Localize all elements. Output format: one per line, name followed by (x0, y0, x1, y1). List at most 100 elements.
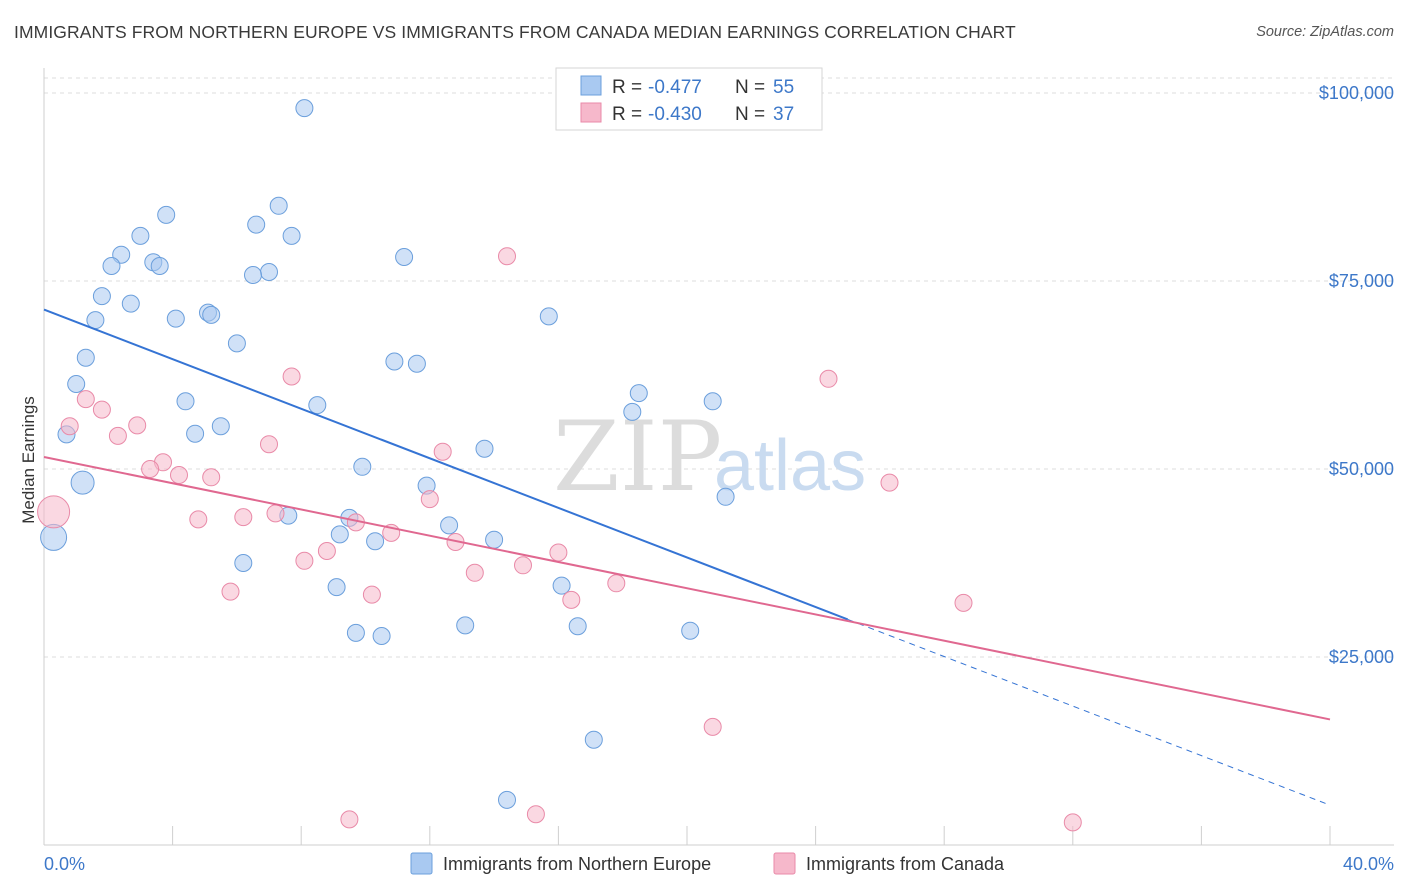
point-canada (170, 466, 188, 484)
point-canada (703, 717, 722, 736)
trend-line-northern-europe (43, 308, 849, 621)
point-northern-europe (92, 287, 111, 306)
point-northern-europe (346, 623, 365, 642)
point-canada (37, 495, 71, 529)
legend-n-label-2: N = (735, 104, 765, 125)
legend-n-value-2: 37 (773, 104, 794, 125)
point-northern-europe (629, 384, 648, 403)
point-northern-europe (121, 294, 140, 313)
point-northern-europe (372, 627, 391, 645)
point-northern-europe (353, 457, 372, 476)
trend-lines (43, 308, 1331, 806)
point-canada (317, 542, 336, 560)
legend-swatch-northern-europe (580, 75, 602, 96)
point-northern-europe (227, 334, 246, 353)
legend-r-label-1: R = (612, 77, 642, 98)
point-canada (465, 563, 484, 582)
point-northern-europe (269, 196, 288, 215)
point-canada (266, 504, 285, 523)
point-northern-europe (327, 578, 346, 597)
point-northern-europe (211, 417, 230, 436)
point-northern-europe (70, 470, 95, 495)
y-tick-label: $100,000 (1319, 83, 1394, 103)
point-canada (819, 369, 838, 388)
point-canada (189, 510, 208, 529)
trend-line-northern-europe-extension (847, 618, 1331, 806)
point-canada (549, 543, 568, 562)
point-northern-europe (385, 352, 404, 371)
point-northern-europe (234, 554, 253, 572)
y-tick-label: $50,000 (1329, 459, 1394, 479)
point-canada (260, 435, 278, 454)
x-tick-min: 0.0% (44, 854, 85, 874)
point-northern-europe (568, 617, 587, 636)
point-northern-europe (86, 311, 105, 330)
y-tick-label: $75,000 (1329, 271, 1394, 291)
point-canada (128, 416, 147, 435)
point-northern-europe (395, 248, 414, 266)
point-canada (108, 426, 127, 445)
x-tick-max: 40.0% (1343, 854, 1394, 874)
point-canada (954, 593, 973, 612)
chart-title: IMMIGRANTS FROM NORTHERN EUROPE VS IMMIG… (14, 22, 1016, 42)
point-northern-europe (330, 525, 349, 544)
legend-swatch-canada (580, 102, 602, 123)
bottom-legend-swatch-northern-europe (410, 852, 433, 875)
legend-n-label-1: N = (735, 77, 765, 98)
point-canada (1063, 813, 1082, 832)
point-northern-europe (166, 309, 185, 328)
point-northern-europe (202, 305, 221, 324)
point-canada (340, 810, 359, 829)
point-canada (76, 390, 95, 409)
point-northern-europe (308, 396, 327, 415)
point-canada (295, 551, 314, 570)
point-canada (362, 585, 381, 604)
bottom-legend: Immigrants from Northern Europe Immigran… (410, 852, 1005, 875)
legend-n-value-1: 55 (773, 77, 794, 98)
point-northern-europe (703, 392, 722, 411)
source-label: Source: ZipAtlas.com (1256, 24, 1394, 40)
legend: R = -0.477 N = 55 R = -0.430 N = 37 (555, 67, 823, 131)
legend-r-value-1: -0.477 (648, 77, 702, 98)
point-canada (282, 367, 301, 386)
point-canada (234, 508, 253, 527)
point-northern-europe (485, 530, 504, 549)
point-northern-europe (498, 790, 516, 809)
point-northern-europe (716, 487, 735, 506)
point-northern-europe (456, 616, 475, 635)
data-points (37, 99, 1082, 832)
point-northern-europe (295, 99, 314, 118)
point-northern-europe (260, 263, 278, 281)
bottom-legend-label-canada: Immigrants from Canada (806, 854, 1005, 874)
point-canada (433, 442, 452, 461)
watermark-atlas: atlas (714, 426, 866, 506)
point-northern-europe (681, 621, 700, 640)
point-northern-europe (282, 226, 301, 245)
point-northern-europe (539, 307, 558, 326)
point-northern-europe (102, 257, 121, 275)
point-canada (880, 473, 899, 492)
point-northern-europe (76, 348, 95, 367)
axes (43, 68, 1394, 846)
point-northern-europe (623, 402, 642, 421)
point-northern-europe (407, 354, 426, 373)
y-tick-label: $25,000 (1329, 647, 1394, 667)
point-canada (420, 490, 439, 509)
trend-line-canada (43, 456, 1331, 721)
point-northern-europe (131, 226, 150, 245)
point-northern-europe (366, 532, 385, 551)
point-canada (526, 805, 545, 824)
point-northern-europe (67, 375, 86, 393)
point-northern-europe (247, 215, 266, 234)
point-northern-europe (475, 439, 494, 458)
point-northern-europe (584, 730, 603, 749)
legend-r-value-2: -0.430 (648, 104, 702, 125)
point-canada (92, 400, 111, 419)
legend-r-label-2: R = (612, 104, 642, 125)
point-canada (141, 460, 160, 478)
point-canada (221, 582, 240, 601)
y-axis-label: Median Earnings (19, 396, 38, 524)
point-canada (562, 590, 581, 609)
bottom-legend-label-northern-europe: Immigrants from Northern Europe (443, 854, 711, 874)
